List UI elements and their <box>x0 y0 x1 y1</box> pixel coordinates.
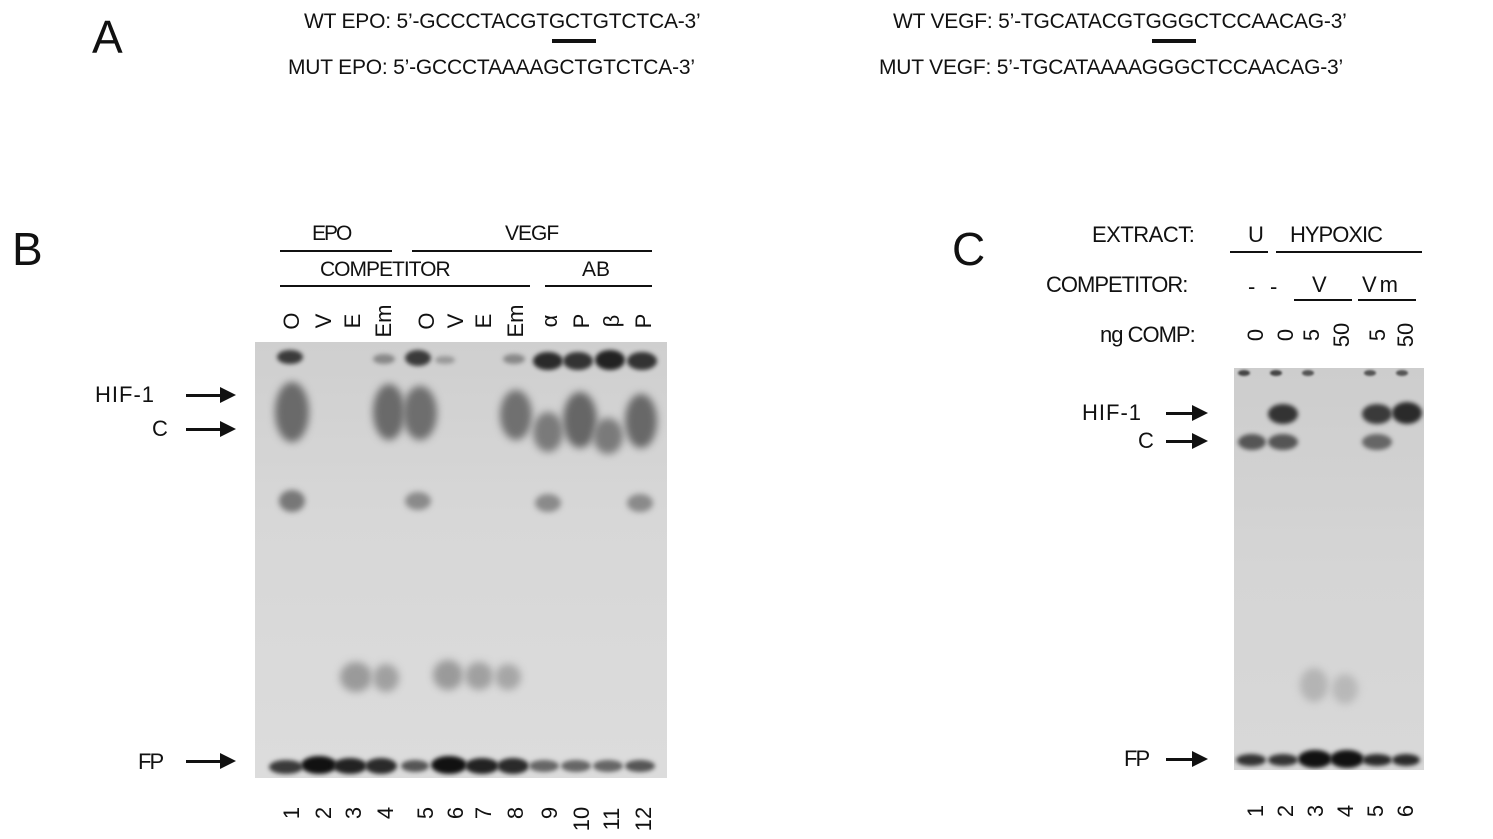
arrow-hif1-b-icon <box>186 387 236 403</box>
arrow-hif1-c-icon <box>1166 405 1208 421</box>
ng-value-4: 50 <box>1329 322 1354 348</box>
lane-number-b-4: 4 <box>373 806 398 820</box>
competitor-label: COMPETITOR: <box>1046 272 1188 297</box>
lane-number-b-2: 2 <box>311 806 336 820</box>
ng-value-1: 0 <box>1243 328 1268 342</box>
lane-number-b-1: 1 <box>279 806 304 820</box>
lane-number-c-5: 5 <box>1363 804 1388 818</box>
lane-header-b-10: P <box>569 313 594 329</box>
group-bar-epo <box>280 250 392 252</box>
extract-hypoxic-bar <box>1276 251 1422 253</box>
group-bar-vegf <box>412 250 652 252</box>
competitor-none-2: - <box>1270 274 1278 299</box>
cgt-underline-epo <box>552 39 596 43</box>
marker-hif1-b: HIF-1 <box>95 382 155 407</box>
ng-value-5: 5 <box>1365 328 1390 342</box>
extract-u: U <box>1248 222 1264 247</box>
lane-header-b-11: β <box>599 314 624 328</box>
wt-epo-sequence: WT EPO: 5’-GCCCTACGTGCTGTCTCA-3’ <box>304 10 701 33</box>
lane-number-b-5: 5 <box>413 806 438 820</box>
lane-number-b-7: 7 <box>471 806 496 820</box>
lane-number-b-12: 12 <box>631 806 656 832</box>
panel-c-letter: C <box>952 223 986 275</box>
lane-number-c-3: 3 <box>1303 804 1328 818</box>
marker-c-b: C <box>152 416 168 441</box>
panel-a-letter: A <box>92 11 123 63</box>
arrow-c-c-icon <box>1166 433 1208 449</box>
lane-number-c-2: 2 <box>1273 804 1298 818</box>
lane-header-b-7: E <box>471 313 496 329</box>
group-bar-competitor <box>280 285 530 287</box>
extract-hypoxic: HYPOXIC <box>1290 222 1383 247</box>
lane-header-b-1: O <box>279 312 304 330</box>
arrow-fp-b-icon <box>186 753 236 769</box>
lane-header-b-6: V <box>443 313 468 329</box>
lane-number-b-6: 6 <box>443 806 468 820</box>
group-label-vegf: VEGF <box>505 222 559 245</box>
ng-value-2: 0 <box>1273 328 1298 342</box>
extract-u-bar <box>1230 251 1268 253</box>
group-label-epo: EPO <box>312 222 352 245</box>
lane-header-b-4: Em <box>371 304 396 338</box>
lane-number-b-9: 9 <box>537 806 562 820</box>
lane-header-b-2: V <box>311 313 336 329</box>
lane-number-c-4: 4 <box>1333 804 1358 818</box>
group-label-ab: AB <box>582 258 611 281</box>
competitor-v-bar <box>1294 299 1352 301</box>
marker-fp-b: FP <box>138 749 164 774</box>
mut-vegf-sequence: MUT VEGF: 5’-TGCATAAAAGGGCTCCAACAG-3’ <box>879 56 1343 79</box>
lane-number-b-8: 8 <box>503 806 528 820</box>
wt-vegf-sequence: WT VEGF: 5’-TGCATACGTGGGCTCCAACAG-3’ <box>893 10 1347 33</box>
gel-image-c <box>1234 368 1424 770</box>
lane-header-b-8: Em <box>503 304 528 338</box>
extract-label: EXTRACT: <box>1092 222 1195 247</box>
arrow-c-b-icon <box>186 421 236 437</box>
ng-comp-label: ng COMP: <box>1100 322 1196 347</box>
gel-image-b <box>255 342 667 778</box>
lane-header-b-5: O <box>414 312 439 330</box>
mut-epo-sequence: MUT EPO: 5’-GCCCTAAAAGCTGTCTCA-3’ <box>288 56 695 79</box>
competitor-vm: Vm <box>1362 272 1401 297</box>
group-bar-ab <box>545 285 652 287</box>
competitor-vm-bar <box>1358 299 1416 301</box>
arrow-fp-c-icon <box>1166 751 1208 767</box>
marker-hif1-c: HIF-1 <box>1082 400 1142 425</box>
lane-number-b-3: 3 <box>341 806 366 820</box>
cgt-underline-vegf <box>1152 39 1196 43</box>
lane-number-c-1: 1 <box>1243 804 1268 818</box>
lane-header-b-9: α <box>537 314 562 328</box>
marker-c-c: C <box>1138 428 1154 453</box>
group-label-competitor: COMPETITOR <box>320 258 451 281</box>
marker-fp-c: FP <box>1124 746 1150 771</box>
lane-header-b-12: P <box>631 313 656 329</box>
competitor-none-1: - <box>1248 274 1256 299</box>
ng-value-3: 5 <box>1299 328 1324 342</box>
lane-number-b-10: 10 <box>569 806 594 832</box>
ng-value-6: 50 <box>1393 322 1418 348</box>
competitor-v: V <box>1312 272 1327 297</box>
lane-number-b-11: 11 <box>599 807 624 831</box>
panel-b-letter: B <box>12 223 43 275</box>
lane-header-b-3: E <box>340 313 365 329</box>
lane-number-c-6: 6 <box>1393 804 1418 818</box>
